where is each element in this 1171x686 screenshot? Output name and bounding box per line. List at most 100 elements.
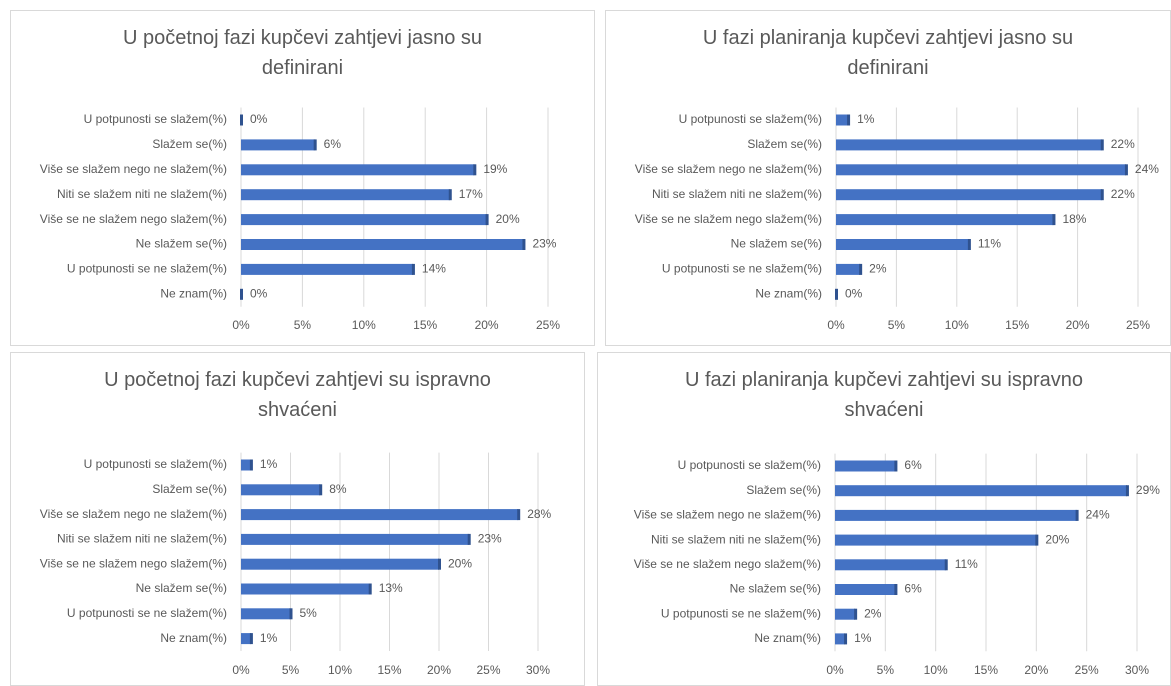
x-tick-label: 10% xyxy=(924,663,948,677)
bar xyxy=(241,239,524,250)
bar-edge xyxy=(448,189,452,201)
y-tick-label: U potpunosti se ne slažem(%) xyxy=(67,606,227,620)
value-label: 11% xyxy=(978,237,1001,251)
y-tick-label: U potpunosti se slažem(%) xyxy=(84,112,227,126)
bar xyxy=(835,633,846,645)
x-tick-label: 5% xyxy=(877,663,895,677)
bar xyxy=(241,139,315,151)
y-tick-label: Slažem se(%) xyxy=(152,482,227,496)
value-label: 24% xyxy=(1086,508,1110,522)
bar xyxy=(241,164,475,176)
bar xyxy=(241,633,251,645)
bar xyxy=(836,164,1126,176)
y-tick-label: Ne slažem se(%) xyxy=(731,237,822,251)
x-tick-label: 20% xyxy=(427,663,451,677)
bar-edge xyxy=(1052,214,1056,226)
y-tick-label: Više se slažem nego ne slažem(%) xyxy=(635,162,822,176)
bar-edge xyxy=(967,239,971,250)
y-tick-label: Više se ne slažem nego slažem(%) xyxy=(635,212,822,226)
bar xyxy=(241,558,439,570)
bar-edge xyxy=(835,288,838,300)
bar-edge xyxy=(522,239,526,250)
chart: 0% 5% 10% 15% 20% 25% 30% U potpunosti se slaže… xyxy=(40,452,552,677)
value-label: 20% xyxy=(448,556,472,570)
value-label: 5% xyxy=(300,606,318,620)
y-tick-label: U potpunosti se ne slažem(%) xyxy=(661,606,821,620)
y-tick-label: U potpunosti se ne slažem(%) xyxy=(67,262,227,276)
y-tick-label: Više se slažem nego ne slažem(%) xyxy=(40,162,227,176)
bar-edge xyxy=(411,263,415,275)
y-tick-label: Ne znam(%) xyxy=(755,286,822,300)
y-tick-label: Više se ne slažem nego slažem(%) xyxy=(634,557,821,571)
bar-edge xyxy=(1035,534,1039,546)
bar-edge xyxy=(249,459,253,471)
y-tick-label: Više se slažem nego ne slažem(%) xyxy=(40,507,227,521)
value-label: 11% xyxy=(955,557,978,571)
bar-edge xyxy=(368,583,372,595)
chart-panel: U fazi planiranja kupčevi zahtjevi jasno… xyxy=(605,10,1171,346)
value-label: 1% xyxy=(260,457,278,471)
bar xyxy=(835,559,946,571)
x-tick-label: 25% xyxy=(1126,318,1150,332)
x-tick-label: 20% xyxy=(1066,318,1090,332)
chart: 0% 5% 10% 15% 20% 25% 30% U potpunosti se slaže… xyxy=(634,453,1160,677)
y-tick-label: Ne znam(%) xyxy=(754,631,821,645)
bar xyxy=(241,583,370,595)
x-tick-label: 30% xyxy=(526,663,550,677)
bar xyxy=(241,533,469,545)
bar-edge xyxy=(894,460,898,472)
x-tick-label: 10% xyxy=(328,663,352,677)
y-tick-label: Više se ne slažem nego slažem(%) xyxy=(40,212,227,226)
value-label: 23% xyxy=(532,237,556,251)
bar xyxy=(836,239,969,250)
bar-edge xyxy=(313,139,317,151)
value-label: 2% xyxy=(864,606,882,620)
bar-edge xyxy=(240,288,243,300)
y-tick-label: U potpunosti se ne slažem(%) xyxy=(662,262,822,276)
y-tick-label: Niti se slažem niti ne slažem(%) xyxy=(57,532,227,546)
value-label: 6% xyxy=(904,458,922,472)
x-tick-label: 10% xyxy=(352,318,376,332)
x-tick-label: 30% xyxy=(1125,663,1149,677)
value-label: 24% xyxy=(1135,162,1159,176)
y-tick-label: Ne znam(%) xyxy=(160,286,227,300)
x-tick-label: 25% xyxy=(476,663,500,677)
x-tick-label: 5% xyxy=(282,663,300,677)
bar xyxy=(241,459,251,471)
chart-title: U fazi planiranja kupčevi zahtjevi su is… xyxy=(685,369,1083,421)
bar-edge xyxy=(319,484,323,496)
y-tick-label: Više se ne slažem nego slažem(%) xyxy=(40,556,227,570)
y-tick-label: Slažem se(%) xyxy=(746,483,821,497)
bar-edge xyxy=(847,114,851,126)
value-label: 29% xyxy=(1136,483,1160,497)
bar-edge xyxy=(289,608,293,620)
bar xyxy=(836,214,1054,226)
chart-title: U početnoj fazi kupčevi zahtjevi su ispr… xyxy=(104,369,491,421)
chart-panel: U fazi planiranja kupčevi zahtjevi su is… xyxy=(597,352,1171,686)
bar xyxy=(241,189,450,201)
value-label: 6% xyxy=(904,582,922,596)
x-tick-label: 0% xyxy=(827,318,845,332)
chart-panel: U početnoj fazi kupčevi zahtjevi su ispr… xyxy=(10,352,585,686)
y-tick-label: Niti se slažem niti ne slažem(%) xyxy=(57,187,227,201)
bar-edge xyxy=(859,263,863,275)
value-label: 0% xyxy=(845,286,863,300)
x-tick-label: 0% xyxy=(232,318,250,332)
x-tick-label: 15% xyxy=(377,663,401,677)
chart: 0% 5% 10% 15% 20% 25% U potpunosti se slažem(%… xyxy=(635,107,1159,332)
bar xyxy=(835,460,896,472)
y-tick-label: Više se slažem nego ne slažem(%) xyxy=(634,508,821,522)
bar-edge xyxy=(1100,189,1104,201)
bar xyxy=(835,534,1037,546)
value-label: 6% xyxy=(324,137,342,151)
chart-title: U početnoj fazi kupčevi zahtjevi jasno s… xyxy=(122,27,483,79)
value-label: 0% xyxy=(250,286,268,300)
y-tick-label: U potpunosti se slažem(%) xyxy=(679,112,822,126)
value-label: 18% xyxy=(1062,212,1086,226)
x-tick-label: 20% xyxy=(475,318,499,332)
bar-edge xyxy=(240,114,243,126)
bar xyxy=(835,584,896,595)
x-tick-label: 5% xyxy=(888,318,906,332)
bar xyxy=(836,263,861,275)
bar-edge xyxy=(467,533,471,545)
